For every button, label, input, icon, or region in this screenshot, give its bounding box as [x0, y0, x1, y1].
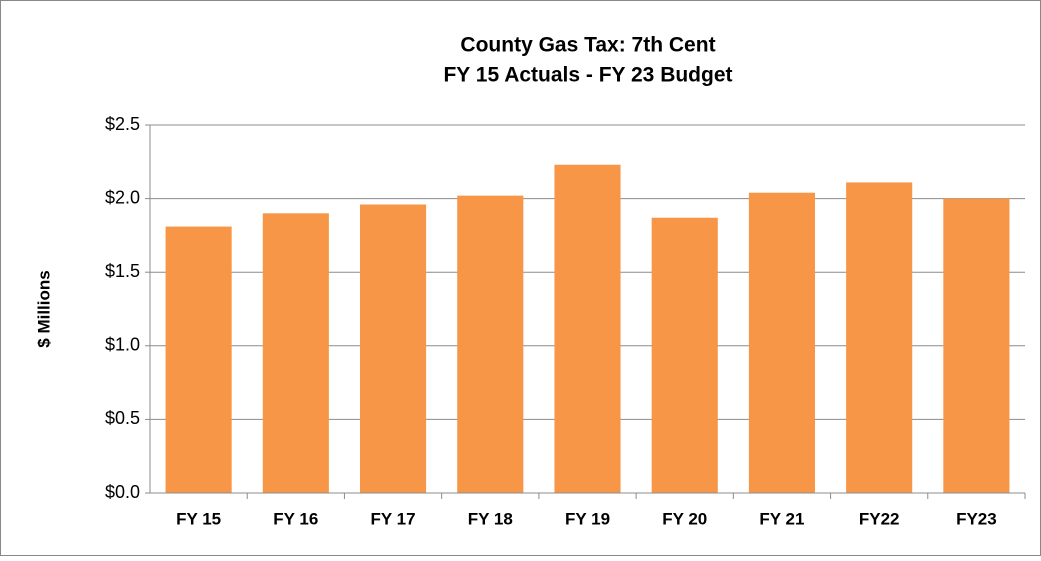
- bar: [457, 195, 524, 493]
- bar: [360, 204, 427, 493]
- x-tick-label: FY 17: [371, 509, 416, 528]
- y-tick-label: $2.0: [105, 187, 140, 207]
- bar: [943, 198, 1010, 493]
- bar: [262, 213, 329, 493]
- y-tick-label: $0.0: [105, 482, 140, 502]
- x-tick-label: FY22: [859, 509, 900, 528]
- y-axis-label: $ Millions: [34, 270, 53, 347]
- y-tick-label: $2.5: [105, 114, 140, 134]
- x-tick-label: FY 18: [468, 509, 513, 528]
- bar: [165, 226, 232, 493]
- y-tick-label: $1.5: [105, 261, 140, 281]
- bar: [651, 217, 718, 493]
- chart-title: County Gas Tax: 7th Cent: [460, 34, 715, 57]
- chart-subtitle: FY 15 Actuals - FY 23 Budget: [443, 64, 732, 87]
- bar: [846, 182, 913, 493]
- x-tick-label: FY 20: [662, 509, 707, 528]
- y-tick-label: $0.5: [105, 408, 140, 428]
- x-tick-label: FY 19: [565, 509, 610, 528]
- bar: [748, 192, 815, 493]
- y-tick-label: $1.0: [105, 335, 140, 355]
- x-tick-label: FY 21: [759, 509, 804, 528]
- x-tick-label: FY 16: [273, 509, 318, 528]
- x-tick-label: FY23: [956, 509, 997, 528]
- x-tick-label: FY 15: [176, 509, 221, 528]
- bar: [554, 164, 621, 493]
